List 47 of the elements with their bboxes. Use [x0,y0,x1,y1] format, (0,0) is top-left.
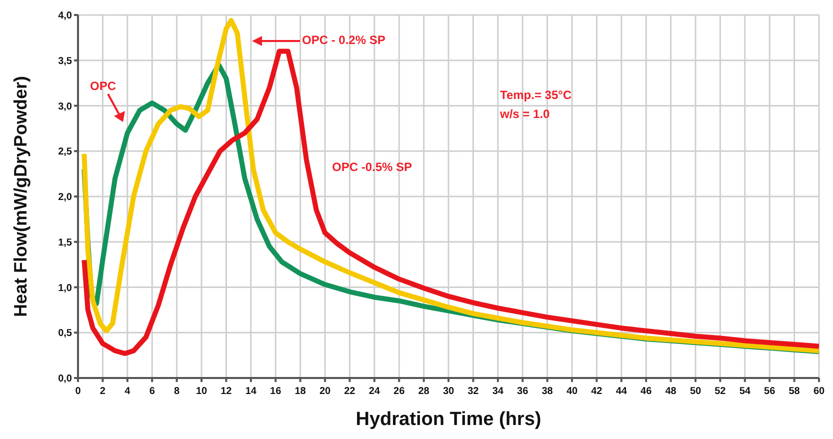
y-tick-label: 4,0 [58,10,72,22]
x-tick-label: 44 [616,386,628,397]
x-tick-label: 30 [442,386,454,397]
x-tick-label: 0 [75,386,82,397]
x-tick-label: 58 [788,386,800,397]
x-tick-label: 34 [492,386,504,397]
x-tick-label: 54 [739,386,751,397]
x-tick-label: 42 [591,386,603,397]
x-tick-label: 12 [220,386,232,397]
x-axis-title: Hydration Time (hrs) [356,409,542,430]
annotation: Temp.= 35°C [500,88,572,102]
x-tick-label: 16 [270,386,282,397]
x-tick-label: 46 [640,386,652,397]
y-tick-label: 1,0 [58,282,72,294]
y-tick-label: 1,5 [58,237,72,248]
annotation: w/s = 1.0 [499,107,550,121]
x-tick-label: 2 [100,386,106,397]
x-tick-label: 40 [566,386,578,397]
x-tick-label: 60 [813,386,825,397]
x-tick-label: 50 [690,386,702,397]
y-tick-label: 3,5 [58,56,72,67]
annotation: OPC [90,79,116,93]
y-tick-label: 2,5 [58,146,72,158]
x-tick-label: 32 [468,386,480,397]
y-tick-label: 0,5 [58,328,72,340]
x-tick-label: 20 [319,386,331,397]
x-tick-label: 22 [344,386,356,397]
y-tick-label: 3,0 [58,101,72,112]
y-tick-label: 0,0 [58,374,72,385]
x-tick-label: 48 [665,386,677,397]
x-tick-label: 56 [764,386,776,397]
x-tick-label: 36 [517,386,529,397]
x-tick-label: 38 [542,386,554,397]
x-tick-label: 26 [394,386,406,397]
x-tick-label: 4 [124,386,131,397]
y-tick-label: 2,0 [58,192,72,204]
x-tick-label: 6 [149,386,156,397]
x-tick-label: 8 [174,386,180,397]
x-tick-label: 18 [294,386,306,397]
annotation: OPC -0.5% SP [332,160,412,174]
y-axis-title: Heat Flow(mW/gDryPowder) [10,76,30,318]
x-tick-label: 14 [245,386,257,397]
annotation: OPC - 0.2% SP [302,33,386,47]
x-tick-label: 24 [368,386,380,397]
x-tick-label: 10 [196,386,208,397]
x-tick-label: 52 [714,386,726,397]
x-tick-label: 28 [418,386,430,397]
